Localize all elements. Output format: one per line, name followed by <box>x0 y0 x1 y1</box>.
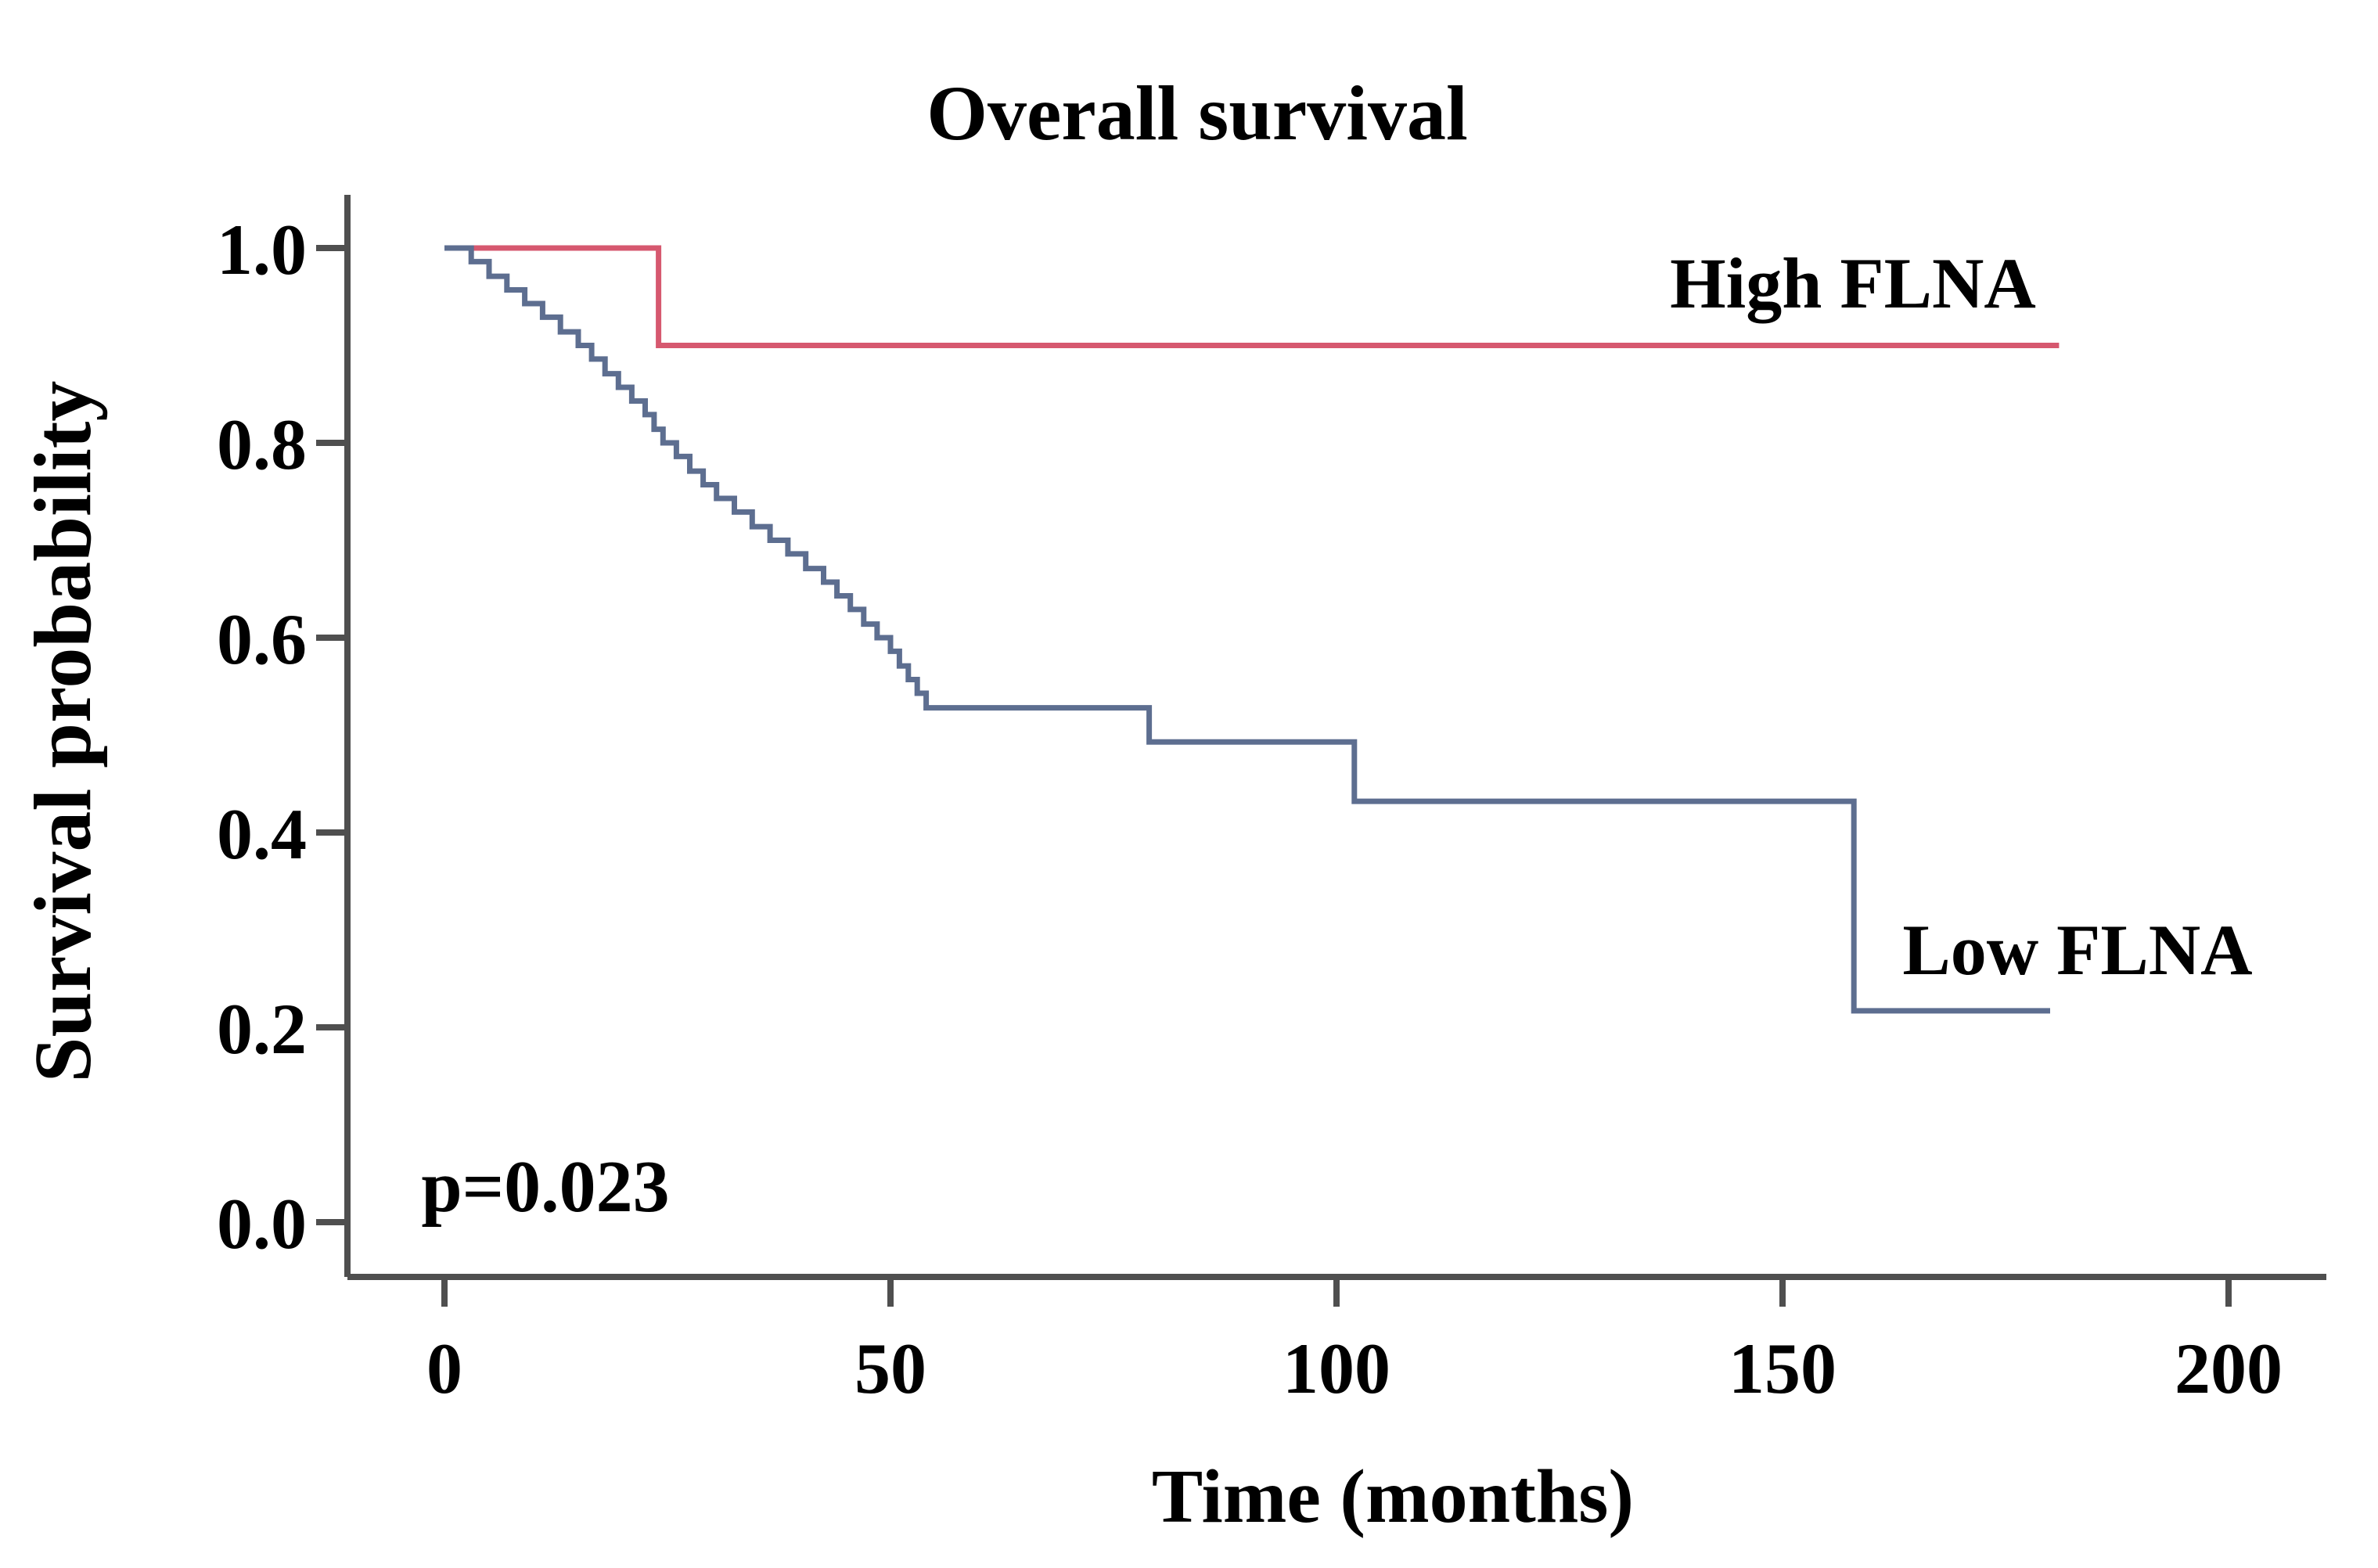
x-tick-label: 200 <box>2175 1329 2283 1408</box>
low-flna-curve <box>444 245 2050 1014</box>
p-value-annotation: p=0.023 <box>421 1146 669 1228</box>
y-tick-label: 1.0 <box>217 210 307 290</box>
x-tick-label: 150 <box>1729 1329 1837 1408</box>
y-tick-label: 0.2 <box>217 989 307 1069</box>
y-tick-label: 0.8 <box>217 405 307 484</box>
low-flna-series-label: Low FLNA <box>1902 910 2252 990</box>
x-tick-label: 0 <box>426 1329 462 1408</box>
high-flna-series-label: High FLNA <box>1670 243 2036 323</box>
x-axis-ticks: 0 50 100 150 200 <box>426 1277 2283 1408</box>
y-tick-label: 0.4 <box>217 794 307 874</box>
survival-curves <box>444 245 2060 1014</box>
y-tick-label: 0.0 <box>217 1184 307 1264</box>
chart-title: Overall survival <box>926 70 1468 156</box>
y-axis-ticks: 1.0 0.8 0.6 0.4 0.2 0.0 <box>217 210 347 1264</box>
x-tick-label: 100 <box>1283 1329 1390 1408</box>
high-flna-curve <box>444 245 2060 348</box>
x-axis-label: Time (months) <box>1152 1455 1634 1539</box>
x-tick-label: 50 <box>854 1329 926 1408</box>
y-tick-label: 0.6 <box>217 599 307 679</box>
y-axis-label: Survival probability <box>18 381 108 1083</box>
